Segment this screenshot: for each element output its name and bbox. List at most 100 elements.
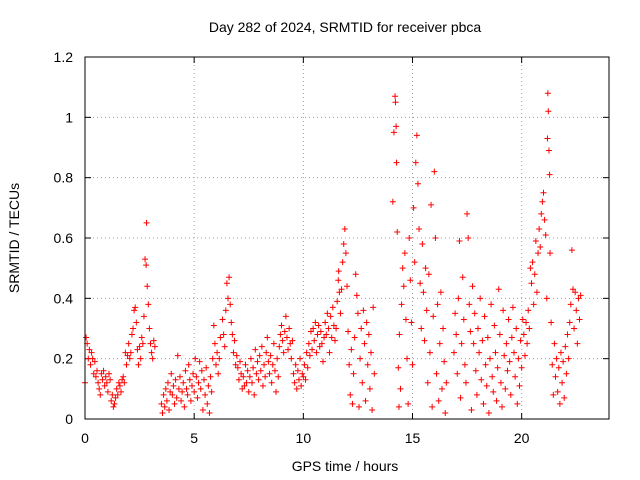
data-point xyxy=(438,385,445,392)
data-point xyxy=(490,388,497,395)
data-point xyxy=(392,99,399,106)
data-point xyxy=(461,361,468,368)
data-point xyxy=(397,385,404,392)
data-point xyxy=(197,385,204,392)
data-point xyxy=(496,331,503,338)
data-point xyxy=(456,238,463,245)
data-point xyxy=(492,349,499,356)
data-point xyxy=(511,349,518,356)
data-point xyxy=(134,346,141,353)
data-point xyxy=(269,361,276,368)
data-point xyxy=(344,283,350,290)
data-point xyxy=(205,382,212,389)
data-point xyxy=(307,328,314,335)
data-point xyxy=(255,376,262,383)
data-point xyxy=(393,123,400,130)
data-point xyxy=(219,316,226,323)
data-point xyxy=(337,310,344,317)
data-point xyxy=(528,280,535,287)
data-point xyxy=(482,361,489,368)
data-point xyxy=(206,409,213,416)
data-point xyxy=(90,370,97,377)
data-point xyxy=(554,388,561,395)
data-point xyxy=(506,358,513,365)
data-point xyxy=(545,147,552,154)
data-point xyxy=(477,295,484,302)
data-point xyxy=(539,198,546,205)
data-point xyxy=(142,256,149,263)
data-point xyxy=(244,367,251,374)
x-tick-label: 15 xyxy=(405,430,421,446)
data-point xyxy=(543,295,550,302)
data-point xyxy=(458,340,465,347)
data-point xyxy=(225,295,232,302)
data-point xyxy=(329,304,336,311)
data-point xyxy=(285,346,292,353)
data-point xyxy=(305,340,312,347)
data-point xyxy=(215,370,222,377)
data-point xyxy=(560,358,567,365)
data-point xyxy=(140,313,147,320)
data-point xyxy=(130,325,137,332)
data-point xyxy=(409,361,416,368)
data-point xyxy=(352,271,359,278)
data-point xyxy=(252,346,259,353)
data-point xyxy=(462,379,469,386)
data-point xyxy=(416,225,423,232)
data-point xyxy=(262,373,269,380)
data-point xyxy=(279,337,286,344)
data-point xyxy=(207,373,214,380)
data-point xyxy=(423,307,430,314)
data-point xyxy=(164,379,171,386)
data-point xyxy=(190,370,197,377)
data-point xyxy=(347,391,354,398)
data-point xyxy=(406,235,413,241)
data-point xyxy=(356,403,363,410)
data-point xyxy=(167,388,174,395)
data-point xyxy=(104,388,111,395)
data-point xyxy=(401,250,408,257)
data-point xyxy=(121,379,128,386)
data-point xyxy=(453,331,460,338)
data-point xyxy=(87,361,94,368)
data-point xyxy=(454,370,461,377)
data-point xyxy=(232,361,239,368)
data-point xyxy=(550,391,557,398)
data-point xyxy=(345,328,352,335)
data-point xyxy=(365,331,372,338)
data-point xyxy=(199,406,206,413)
data-point xyxy=(525,307,532,314)
data-point xyxy=(196,358,203,365)
data-point xyxy=(173,394,180,401)
data-point xyxy=(481,313,488,320)
data-point xyxy=(210,322,217,329)
y-tick-label: 1 xyxy=(65,109,73,125)
data-point xyxy=(257,367,264,374)
data-point xyxy=(128,331,135,338)
data-point xyxy=(512,373,519,380)
data-point xyxy=(555,364,562,371)
x-tick-label: 0 xyxy=(81,430,89,446)
data-point xyxy=(535,250,542,257)
data-point xyxy=(469,283,476,290)
x-tick-label: 5 xyxy=(190,430,198,446)
data-point xyxy=(294,367,301,374)
data-point xyxy=(310,325,317,332)
data-point xyxy=(242,361,249,368)
data-point xyxy=(273,388,280,395)
data-point xyxy=(187,397,194,404)
data-point xyxy=(574,340,581,347)
data-point xyxy=(178,397,185,404)
data-point xyxy=(288,355,295,362)
plot-frame xyxy=(84,56,610,420)
data-point xyxy=(114,391,121,398)
data-point xyxy=(526,325,533,332)
data-point xyxy=(251,391,258,398)
data-point xyxy=(434,301,441,308)
data-point xyxy=(509,304,516,311)
data-point xyxy=(326,349,333,356)
data-point xyxy=(204,400,211,407)
data-point xyxy=(234,364,241,371)
